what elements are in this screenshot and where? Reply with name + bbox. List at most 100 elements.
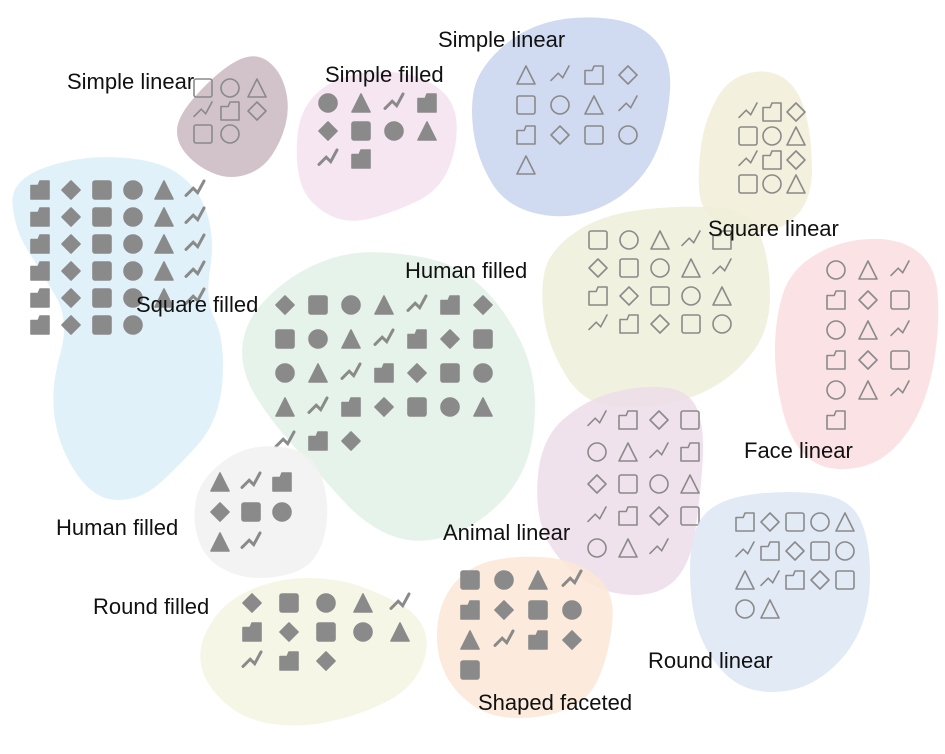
smiley-icon	[242, 593, 262, 613]
grin-face-icon	[810, 512, 830, 532]
runner-icon	[275, 295, 295, 315]
parallel-icon	[247, 101, 267, 121]
cat-face-icon	[826, 290, 846, 310]
calendar-1-icon	[738, 126, 758, 146]
cluster-blob	[775, 238, 939, 470]
doc-globe-icon	[712, 230, 732, 250]
save-icon	[123, 180, 143, 200]
puzzle-icon	[30, 261, 50, 281]
cluster-label-square-linear-1: Square linear	[708, 216, 839, 241]
pen-icon	[351, 93, 371, 113]
doc-book-icon	[650, 258, 670, 278]
id-icon	[184, 260, 206, 278]
doc-at-icon	[588, 314, 608, 331]
3fr-file-icon	[738, 174, 758, 194]
saw-icon	[550, 125, 570, 145]
smile-icon	[835, 512, 855, 532]
heart-folder-icon	[154, 180, 174, 200]
close-circle-icon	[316, 593, 336, 613]
princess-icon	[826, 380, 846, 400]
calendar-8-icon	[762, 126, 782, 146]
giraffe-icon	[649, 474, 669, 494]
cluster-1	[177, 56, 288, 178]
doc-ribbon-icon	[712, 314, 732, 334]
beach-ball-icon	[835, 570, 855, 590]
doc-door-icon	[619, 230, 639, 250]
shovel-icon	[516, 125, 536, 145]
neutral-face-icon	[810, 541, 830, 561]
cluster-13	[436, 556, 613, 718]
sheep-icon	[618, 506, 638, 526]
cloud-icon	[562, 630, 582, 650]
swimmer-icon	[440, 295, 460, 315]
deer-icon	[649, 506, 669, 526]
waves-icon	[154, 261, 174, 281]
doc-chart-icon	[588, 230, 608, 250]
doc-heart-icon	[619, 286, 639, 306]
frog-icon	[890, 350, 910, 370]
cluster-label-simple-filled: Simple filled	[325, 62, 444, 87]
doc-bulb-icon	[681, 258, 701, 278]
ps-icon	[154, 288, 174, 308]
plus-circle-icon	[760, 512, 780, 532]
cool-face-icon	[835, 541, 855, 561]
screw-icon	[584, 125, 604, 145]
hammer-icon	[550, 95, 570, 115]
chevron-up-icon	[247, 78, 267, 98]
bookmark-icon	[184, 233, 206, 251]
dragon-icon	[826, 350, 846, 370]
snowflakes-icon	[528, 600, 548, 620]
aquarius-icon	[220, 124, 240, 144]
pig-face-icon	[858, 290, 878, 310]
doc-flag-icon	[681, 314, 701, 334]
download-circle-icon	[390, 622, 410, 642]
doc-mask-icon	[712, 258, 732, 275]
number-5-icon	[279, 651, 299, 671]
caret-icon	[193, 124, 213, 144]
power-icon	[735, 512, 755, 532]
cluster-2	[296, 71, 457, 221]
calendar-0-icon	[762, 150, 782, 170]
cloud-icon	[92, 207, 112, 227]
tennis-icon	[473, 397, 493, 417]
woman-icon	[210, 502, 230, 522]
airplane-icon	[417, 121, 437, 141]
folder-icon	[92, 180, 112, 200]
calendar-3-icon	[762, 174, 782, 194]
golfer-icon	[374, 363, 394, 383]
cluster-blob	[200, 578, 427, 726]
chisel-icon	[618, 95, 638, 112]
lifebuoy-icon	[735, 599, 755, 619]
asterisk-icon	[184, 206, 206, 224]
gavel-icon	[383, 92, 405, 110]
image-icon	[61, 180, 81, 200]
book-icon	[154, 234, 174, 254]
yoga-icon	[407, 397, 427, 417]
user-add-icon	[272, 502, 292, 522]
surfer-icon	[440, 397, 460, 417]
chevron-right-icon	[220, 101, 240, 121]
xxx-icon	[123, 234, 143, 254]
bull-icon	[649, 538, 669, 555]
ai-icon	[30, 288, 50, 308]
rower-icon	[308, 329, 328, 349]
woodpecker-icon	[649, 410, 669, 430]
plus-circle-icon	[61, 207, 81, 227]
boxer-icon	[374, 295, 394, 315]
cluster-12	[200, 578, 427, 726]
calendar-2-icon	[762, 102, 782, 122]
candy-icon	[318, 121, 338, 141]
cluster-label-face-linear: Face linear	[744, 438, 853, 463]
bald-man-icon	[858, 380, 878, 400]
doc-user-icon	[650, 230, 670, 250]
zip-icon	[61, 288, 81, 308]
chat-dots-icon	[316, 622, 336, 642]
download-icon	[184, 179, 206, 197]
fencer-icon	[275, 329, 295, 349]
cluster-blob	[698, 71, 812, 232]
woman-icon	[858, 350, 878, 370]
puzzle-box-icon	[92, 261, 112, 281]
cluster-label-simple-linear-1: Simple linear	[67, 69, 195, 94]
cat-badge-icon	[279, 593, 299, 613]
